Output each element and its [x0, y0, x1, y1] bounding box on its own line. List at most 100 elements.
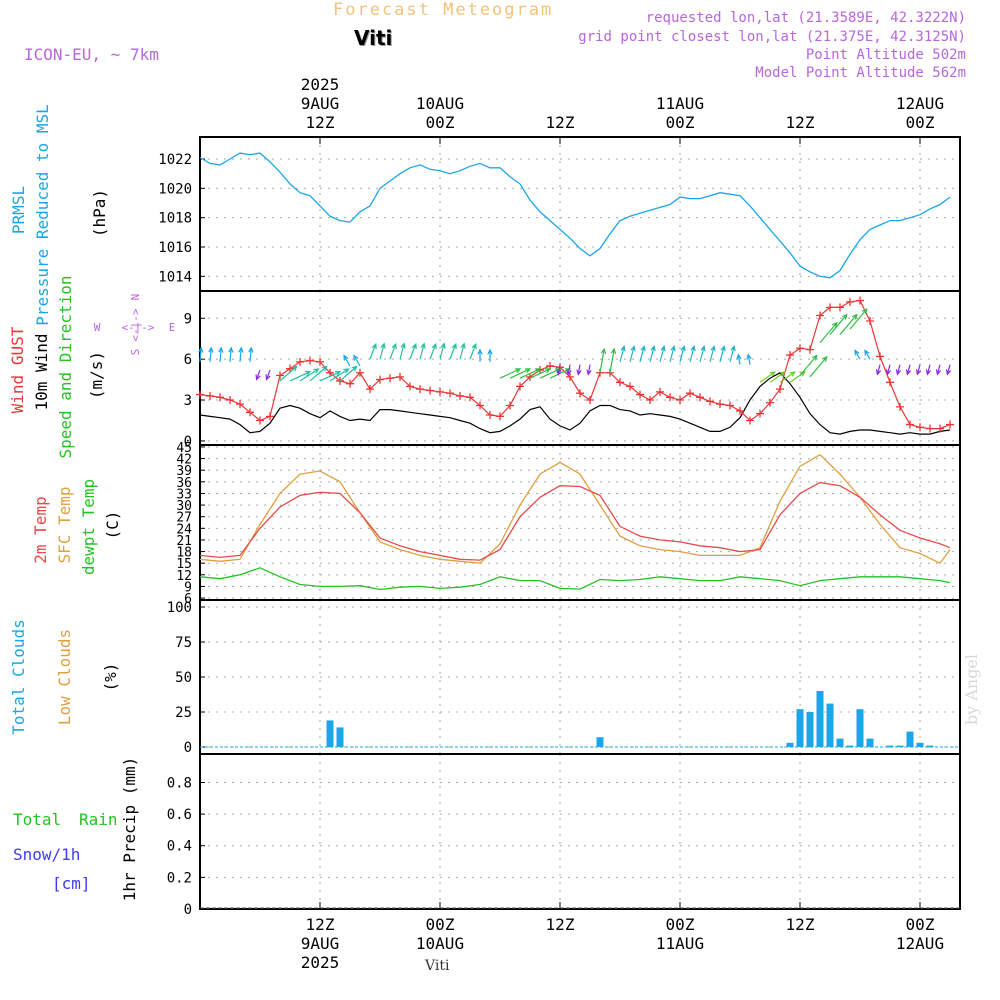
wind-direction-arrow	[936, 364, 941, 375]
wind-arrow-head	[670, 345, 676, 352]
wind-direction-arrow	[229, 347, 232, 362]
y-tick-label: 0.6	[167, 807, 192, 823]
gust-point	[446, 389, 454, 398]
y-tick-label: 50	[175, 670, 192, 686]
gust-point	[466, 393, 474, 402]
wind-direction-arrow	[459, 343, 465, 360]
total-clouds-bar	[886, 745, 894, 747]
wind-arrow-head	[925, 369, 932, 376]
top-time-label: 00Z	[906, 113, 935, 132]
wind-direction-arrow	[469, 343, 477, 360]
wind-arrow-head	[690, 345, 696, 352]
gust-point	[336, 376, 344, 385]
y-tick-label: 3	[184, 393, 192, 409]
y-tick-label: 36	[176, 476, 192, 491]
total-clouds-bar	[326, 720, 334, 747]
wind-speed-direction-label: Speed and Direction	[56, 275, 75, 458]
wind-direction-arrow	[737, 354, 741, 365]
y-tick-label: 12	[176, 569, 192, 584]
wind-arrow-head	[265, 374, 271, 381]
wind-arrow-head	[304, 370, 312, 376]
wind-direction-arrow	[379, 343, 385, 360]
wind-direction-arrow	[809, 356, 828, 378]
y-tick-label: 6	[184, 592, 192, 607]
wind-arrow-head	[353, 354, 359, 361]
y-tick-label: 42	[176, 453, 192, 468]
top-time-label: 12Z	[546, 113, 575, 132]
gust-point	[346, 379, 354, 388]
gust-point	[726, 401, 734, 410]
wind-arrow-head	[534, 368, 542, 374]
wind-direction-arrow	[659, 346, 665, 363]
y-tick-label: 15	[176, 557, 192, 572]
gust-point	[356, 368, 364, 377]
y-tick-label: 1022	[158, 152, 192, 168]
panel-frame-pressure	[199, 136, 961, 292]
wind-direction-arrow	[289, 371, 311, 382]
wind-direction-arrow	[299, 368, 319, 382]
wind-direction-arrow	[639, 346, 645, 363]
panel-frame-temperature	[199, 444, 961, 601]
wind-direction-arrow	[369, 343, 377, 360]
gust-point	[666, 393, 674, 402]
wind-unit: (m/s)	[87, 351, 106, 399]
gust-point	[376, 375, 384, 384]
precip-snow-unit: [cm]	[52, 874, 91, 893]
wind-arrow-head	[700, 345, 706, 352]
precip-rain-label: Rain	[79, 810, 118, 829]
wind-10m-label: 10m Wind	[32, 333, 51, 410]
total-clouds-bar	[336, 727, 344, 747]
wind-arrow-head	[343, 354, 349, 361]
wind-direction-arrow	[399, 343, 405, 360]
bottom-time-label: 00Z	[666, 915, 695, 934]
wind-arrow-head	[935, 369, 942, 376]
gust-point	[236, 400, 244, 409]
gust-point	[736, 406, 744, 415]
gust-point	[396, 372, 404, 381]
wind-arrow-head	[779, 371, 786, 377]
point-altitude: Point Altitude 502m	[805, 47, 966, 63]
gust-point	[426, 386, 434, 395]
gust-line	[199, 299, 951, 430]
gust-point	[916, 423, 924, 432]
wind-direction-arrow	[779, 371, 796, 383]
wind-direction-arrow	[609, 349, 615, 373]
wind-direction-arrow	[819, 322, 838, 344]
wind-arrow-head	[610, 347, 617, 355]
gust-point	[266, 412, 274, 421]
gust-point	[506, 401, 514, 410]
wind-arrow-head	[736, 353, 742, 360]
top-time-label: 12AUG	[896, 94, 944, 113]
wind-arrow-head	[451, 342, 457, 350]
gust-point	[936, 424, 944, 433]
gust-point	[746, 416, 754, 425]
wind-direction-arrow	[577, 364, 581, 375]
model-label: ICON-EU, ~ 7km	[24, 45, 159, 64]
total-clouds-bar	[816, 691, 824, 747]
wind-direction-arrow	[509, 368, 531, 379]
sfc-temp-line	[199, 453, 951, 565]
wind-direction-arrow	[499, 368, 521, 379]
gust-point	[576, 389, 584, 398]
gust-point	[436, 387, 444, 396]
y-tick-label: 0.4	[167, 839, 192, 855]
wind-direction-arrow	[719, 346, 725, 363]
wind-direction-arrow	[789, 371, 806, 383]
watermark: by Angel	[962, 653, 982, 726]
wind-direction-arrow	[439, 343, 445, 360]
bottom-time-label: 9AUG	[301, 934, 340, 953]
y-tick-label: 0.8	[167, 775, 192, 791]
gust-point	[646, 396, 654, 405]
wind-arrow-head	[680, 345, 686, 352]
wind-direction-arrow	[619, 346, 625, 363]
gust-point	[756, 409, 764, 418]
gust-point	[876, 352, 884, 361]
wind-direction-arrow	[946, 364, 951, 375]
wind-direction-arrow	[339, 366, 357, 382]
y-tick-label: 33	[176, 487, 192, 502]
gust-point	[806, 345, 814, 354]
wind-direction-arrow	[849, 308, 868, 330]
clouds-unit: (%)	[101, 663, 120, 692]
bottom-time-label: 10AUG	[416, 934, 464, 953]
gust-point	[706, 397, 714, 406]
